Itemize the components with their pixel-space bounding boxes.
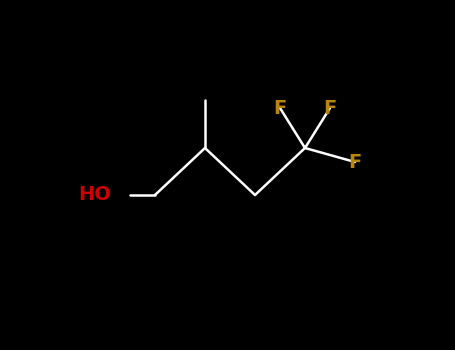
Text: HO: HO — [79, 186, 111, 204]
Text: F: F — [349, 153, 362, 172]
Text: F: F — [324, 98, 337, 118]
Text: F: F — [273, 98, 287, 118]
